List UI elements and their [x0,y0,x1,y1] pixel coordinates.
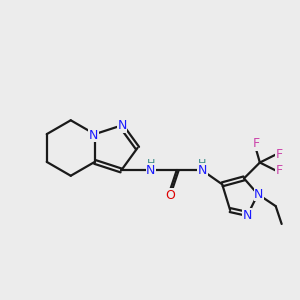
Text: F: F [252,137,260,150]
Text: N: N [89,129,98,142]
Text: O: O [166,189,176,202]
Text: F: F [276,148,283,161]
Text: H: H [147,158,155,169]
Text: N: N [242,208,252,221]
Text: N: N [146,164,156,177]
Text: N: N [118,119,127,132]
Text: N: N [254,188,263,201]
Text: F: F [276,164,283,177]
Text: N: N [198,164,207,177]
Text: H: H [198,158,207,169]
